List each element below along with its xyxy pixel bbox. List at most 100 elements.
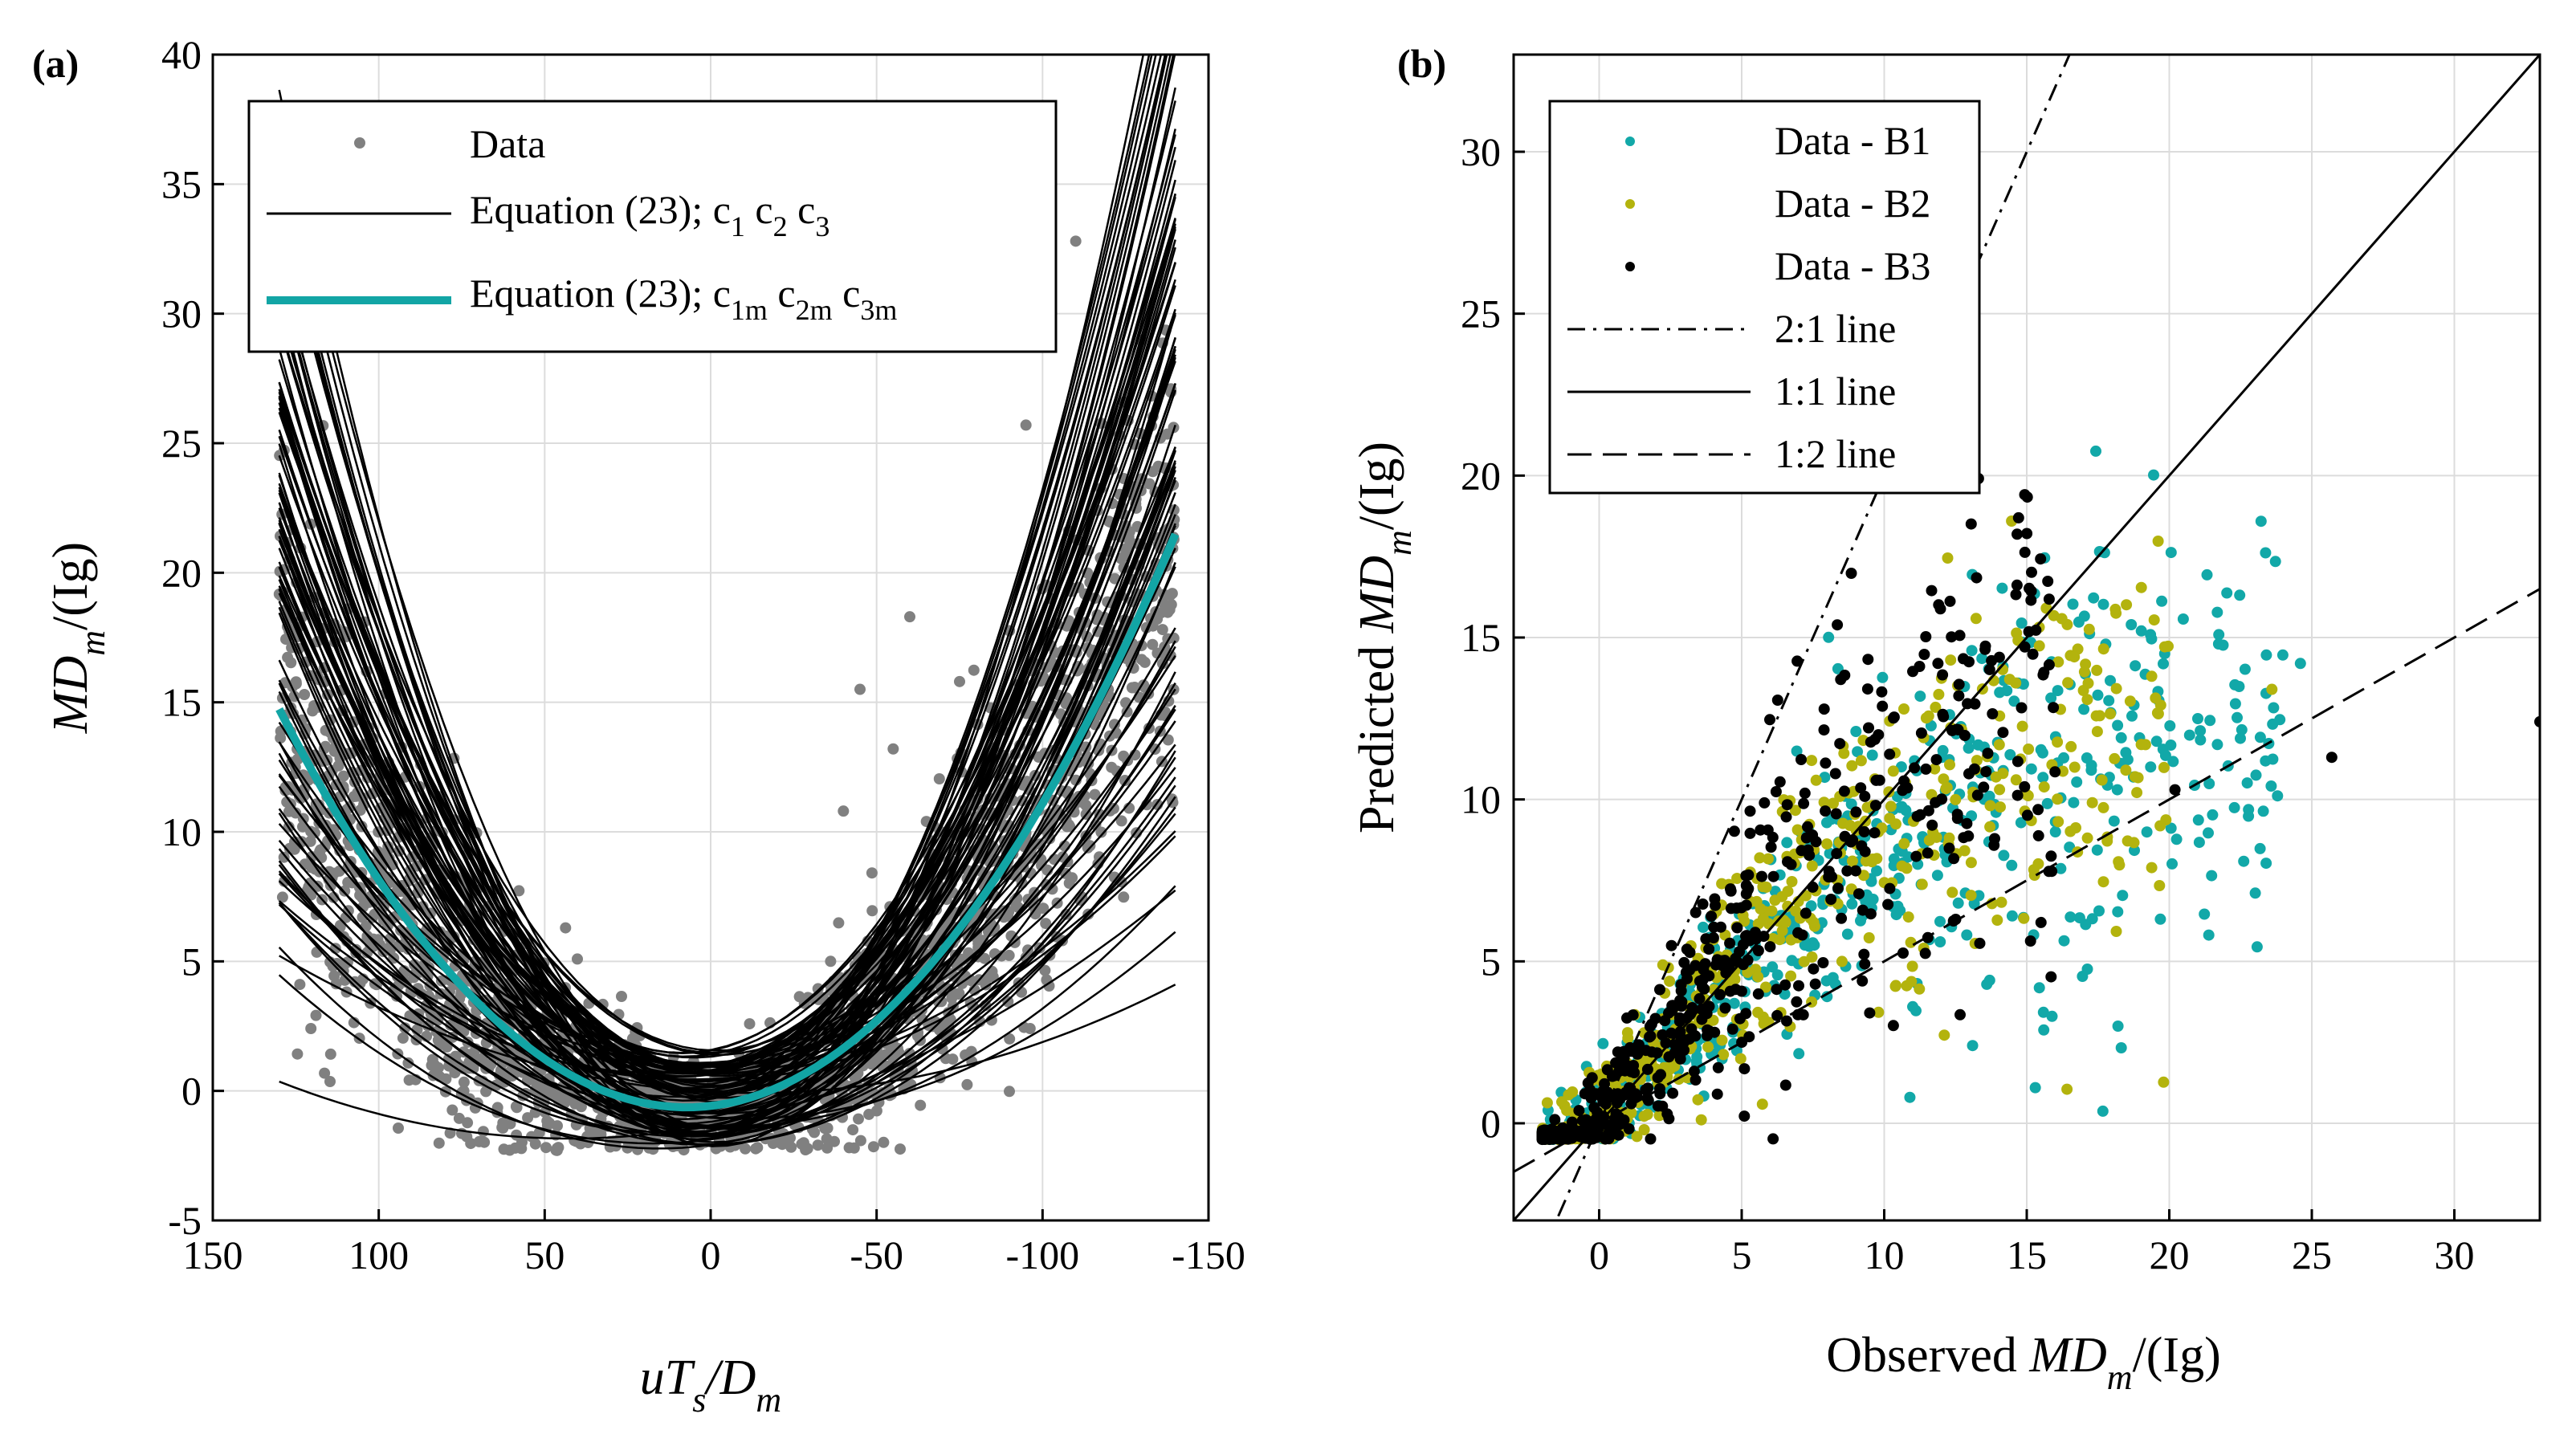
data-point-1 — [2232, 711, 2243, 723]
legend-b3-marker — [1625, 262, 1635, 271]
equation-curve — [278, 830, 1176, 1081]
data-point-2 — [1751, 895, 1763, 907]
data-point-3 — [1586, 1072, 1598, 1084]
equation-curve — [278, 784, 1176, 1115]
data-point-3 — [1946, 631, 1958, 643]
x-tick-label: 5 — [1732, 1232, 1752, 1277]
data-point-2 — [1806, 951, 1818, 963]
data-point — [1166, 588, 1178, 600]
data-point-3 — [1740, 899, 1752, 911]
data-point-3 — [2011, 528, 2023, 540]
data-point-1 — [2167, 756, 2179, 768]
data-point — [821, 1142, 834, 1154]
data-point-3 — [1744, 805, 1756, 817]
data-point-3 — [1706, 911, 1718, 923]
data-point — [393, 1122, 404, 1134]
data-point-2 — [1914, 983, 1926, 995]
legend-b1-marker — [1625, 136, 1635, 146]
data-point — [1039, 964, 1051, 976]
data-point-3 — [1566, 1116, 1578, 1128]
data-point-1 — [2112, 719, 2124, 731]
data-point-1 — [2241, 777, 2253, 789]
data-point-1 — [2207, 809, 2219, 821]
data-point-2 — [2016, 720, 2028, 732]
data-point-3 — [1645, 1046, 1657, 1058]
data-point-3 — [1793, 980, 1804, 992]
data-point-2 — [2056, 613, 2068, 625]
data-point-3 — [1764, 941, 1776, 953]
data-point-3 — [1839, 670, 1851, 681]
equation-curve — [278, 229, 1176, 1094]
data-point-3 — [1701, 1008, 1713, 1020]
data-point-1 — [1866, 749, 1878, 761]
data-point-1 — [1819, 772, 1831, 784]
data-point-2 — [1971, 755, 1983, 767]
data-point-1 — [1937, 744, 1949, 756]
data-point-1 — [2115, 1042, 2127, 1053]
data-point-1 — [2078, 610, 2090, 622]
data-point — [829, 1135, 840, 1147]
data-point-1 — [2097, 1105, 2109, 1117]
data-point-1 — [2148, 469, 2159, 481]
data-point-3 — [1708, 921, 1720, 933]
data-point-3 — [1796, 929, 1808, 941]
data-point-1 — [2193, 837, 2205, 849]
data-point-3 — [1694, 992, 1706, 1004]
data-point — [1040, 918, 1052, 930]
data-point-3 — [1752, 945, 1764, 956]
data-point — [330, 978, 342, 990]
data-point-2 — [1729, 973, 1741, 985]
data-point-2 — [1774, 934, 1786, 946]
data-point — [744, 1018, 756, 1030]
ref-line-1-2 — [1514, 588, 2540, 1173]
data-point-3 — [1807, 881, 1819, 893]
data-point — [1147, 638, 1159, 650]
data-point — [821, 1122, 834, 1134]
data-point-3 — [1718, 955, 1730, 967]
data-point-1 — [2141, 826, 2153, 838]
data-point — [874, 1053, 886, 1065]
data-point-3 — [1965, 518, 1977, 530]
data-point — [513, 885, 525, 897]
data-point-3 — [1858, 948, 1870, 960]
data-point-1 — [2126, 710, 2138, 722]
data-point — [1109, 719, 1120, 731]
data-point-1 — [2045, 692, 2057, 704]
data-point-3 — [1675, 985, 1687, 996]
y-tick-label: 0 — [1481, 1101, 1501, 1146]
data-point — [1135, 654, 1147, 666]
data-point-3 — [1882, 898, 1894, 911]
data-point-2 — [1785, 970, 1797, 982]
data-point — [1118, 891, 1130, 903]
data-point-2 — [1776, 925, 1788, 937]
data-point-3 — [1665, 1027, 1677, 1039]
data-point-2 — [1995, 896, 2007, 908]
data-point-outlier — [2035, 916, 2047, 928]
data-point-2 — [1943, 832, 1955, 844]
data-point — [1043, 980, 1055, 992]
data-point-2 — [1846, 855, 1858, 867]
data-point-3 — [1767, 1133, 1779, 1145]
data-point-3 — [2019, 489, 2031, 501]
data-point — [516, 1136, 528, 1148]
data-point-1 — [2046, 1010, 2058, 1022]
data-point-1 — [2228, 801, 2240, 813]
data-point-2 — [2070, 822, 2081, 833]
data-point — [905, 1078, 917, 1090]
data-point-3 — [1922, 805, 1934, 817]
data-point-2 — [1695, 1114, 1707, 1126]
data-point-1 — [2088, 592, 2100, 604]
data-point-outlier — [904, 611, 915, 623]
data-point-3 — [2025, 585, 2037, 597]
data-point-1 — [1994, 686, 2006, 699]
data-point-1 — [2058, 752, 2069, 764]
data-point-3 — [1850, 865, 1861, 877]
data-point-3 — [1953, 678, 1965, 691]
data-point-3 — [1710, 959, 1722, 971]
data-point-2 — [1757, 913, 1769, 925]
data-point-3 — [1961, 817, 1973, 829]
data-point-3 — [1859, 845, 1871, 858]
data-point-3 — [2035, 553, 2047, 565]
data-point-2 — [1760, 881, 1772, 893]
